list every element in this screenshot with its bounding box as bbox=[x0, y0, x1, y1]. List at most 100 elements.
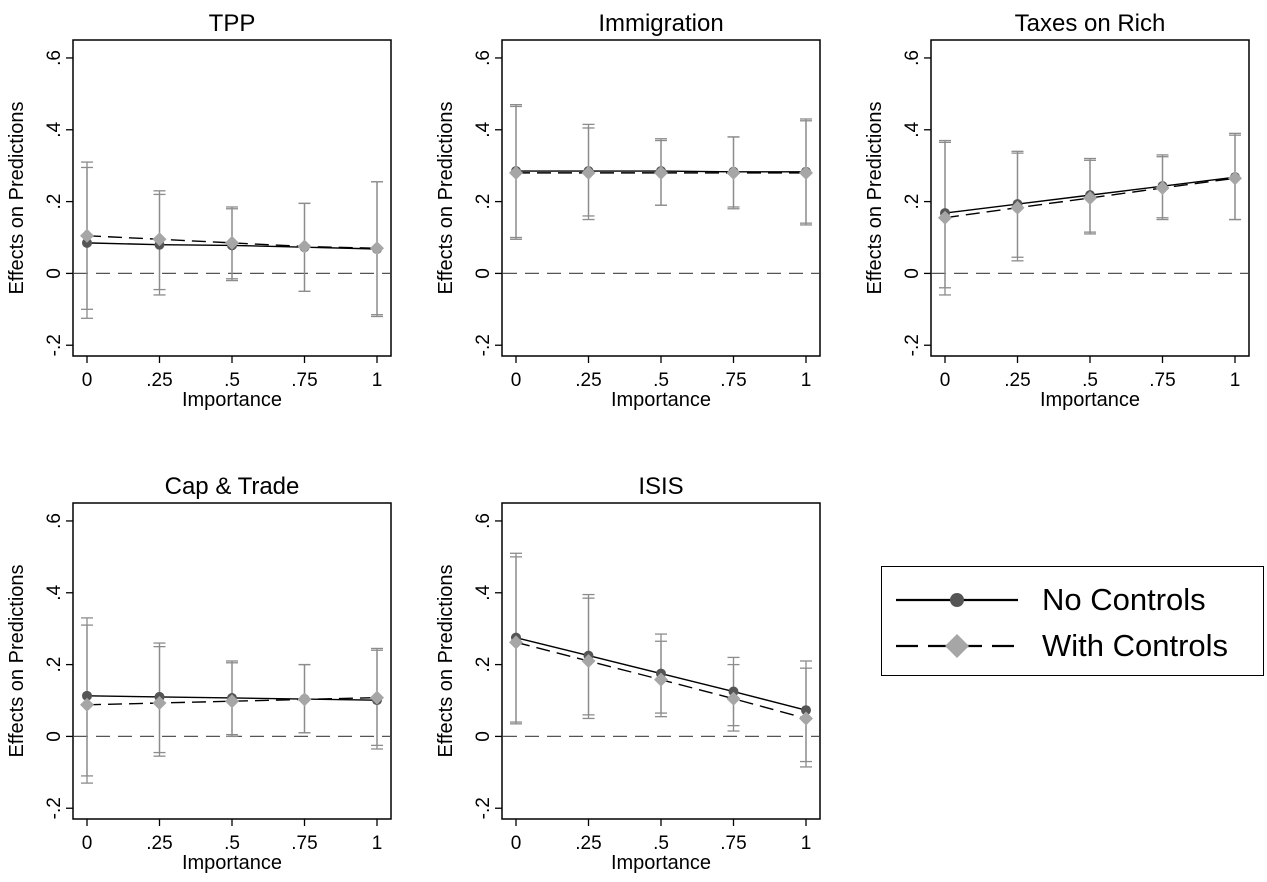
x-tick-label: .75 bbox=[291, 833, 317, 854]
y-tick-label: .6 bbox=[473, 513, 494, 529]
plot-frame bbox=[72, 39, 392, 357]
point-with-controls bbox=[152, 232, 167, 247]
point-with-controls bbox=[799, 165, 813, 180]
x-axis-label: Importance bbox=[182, 852, 282, 874]
point-with-controls bbox=[297, 692, 312, 707]
x-tick-label: 0 bbox=[82, 370, 93, 391]
point-with-controls bbox=[654, 672, 668, 687]
y-tick-label: -.2 bbox=[44, 797, 65, 819]
point-with-controls bbox=[1010, 200, 1025, 215]
point-with-controls bbox=[1155, 180, 1170, 195]
x-tick-label: .25 bbox=[146, 370, 172, 391]
point-no-controls bbox=[728, 686, 739, 697]
point-no-controls bbox=[801, 705, 811, 716]
y-axis-label: Effects on Predictions bbox=[435, 101, 457, 294]
x-tick-label: .25 bbox=[1004, 370, 1030, 391]
chart-title: TPP bbox=[209, 10, 256, 37]
x-tick-label: 0 bbox=[511, 833, 522, 854]
point-with-controls bbox=[509, 165, 523, 180]
point-with-controls bbox=[581, 654, 596, 668]
point-with-controls bbox=[1083, 191, 1097, 205]
x-tick-label: 1 bbox=[1230, 370, 1241, 391]
x-tick-label: 1 bbox=[372, 833, 383, 854]
point-no-controls bbox=[82, 690, 92, 701]
point-with-controls bbox=[225, 694, 239, 709]
point-with-controls bbox=[80, 697, 94, 712]
point-with-controls bbox=[370, 241, 384, 256]
panel-tpp: TPP -.2 0 .2 .4 .6 Effects on Predictions 0 .25.… bbox=[6, 10, 392, 411]
y-tick-label: .6 bbox=[44, 513, 65, 529]
x-tick-label: .5 bbox=[653, 370, 669, 391]
y-tick-label: .4 bbox=[44, 584, 65, 600]
panel-isis: ISIS -.2 0 .2 .4 .6 Effects on Predictions 0 .25… bbox=[435, 473, 821, 874]
x-tick-label: .75 bbox=[720, 370, 746, 391]
point-with-controls bbox=[938, 210, 952, 225]
y-axis-label: Effects on Predictions bbox=[435, 564, 457, 757]
legend-swatch-with-controls bbox=[896, 634, 1018, 658]
x-tick-label: 0 bbox=[82, 833, 93, 854]
y-tick-label: 0 bbox=[902, 268, 923, 279]
y-tick-label: 0 bbox=[473, 731, 494, 742]
x-tick-label: .5 bbox=[1082, 370, 1098, 391]
x-tick-label: 1 bbox=[372, 370, 383, 391]
y-tick-label: -.2 bbox=[902, 334, 923, 356]
legend-label-with-controls: With Controls bbox=[1042, 628, 1229, 663]
x-axis-label: Importance bbox=[611, 852, 711, 874]
series-line-with-controls bbox=[86, 235, 378, 249]
y-tick-label: .4 bbox=[44, 121, 65, 137]
point-with-controls bbox=[726, 691, 741, 706]
x-tick-label: .25 bbox=[575, 833, 601, 854]
y-axis-label: Effects on Predictions bbox=[864, 101, 886, 294]
y-tick-label: 0 bbox=[44, 731, 65, 742]
x-tick-label: .75 bbox=[291, 370, 317, 391]
y-tick-label: 0 bbox=[473, 268, 494, 279]
legend-label-no-controls: No Controls bbox=[1042, 582, 1206, 617]
point-with-controls bbox=[1228, 171, 1242, 186]
point-with-controls bbox=[152, 696, 167, 711]
y-tick-label: .4 bbox=[473, 584, 494, 600]
point-with-controls bbox=[654, 165, 668, 180]
point-with-controls bbox=[509, 635, 523, 650]
y-tick-label: -.2 bbox=[473, 797, 494, 819]
chart-title: Cap & Trade bbox=[165, 473, 300, 500]
x-tick-label: .5 bbox=[224, 833, 240, 854]
legend: No Controls With Controls bbox=[881, 566, 1264, 676]
point-with-controls bbox=[225, 235, 239, 250]
x-axis-label: Importance bbox=[182, 389, 282, 411]
x-tick-label: .5 bbox=[653, 833, 669, 854]
point-with-controls bbox=[80, 228, 94, 243]
x-tick-label: .5 bbox=[224, 370, 240, 391]
point-with-controls bbox=[581, 165, 596, 180]
panel-cap-trade: Cap & Trade -.2 0 .2 .4 .6 Effects on Predicti… bbox=[6, 473, 392, 874]
legend-item-no-controls: No Controls bbox=[882, 577, 1263, 623]
x-axis-label: Importance bbox=[611, 389, 711, 411]
legend-diamond-marker-icon bbox=[945, 634, 969, 658]
point-with-controls bbox=[370, 690, 384, 705]
point-with-controls bbox=[726, 165, 741, 180]
series-line-with-controls bbox=[944, 177, 1236, 219]
point-with-controls bbox=[799, 711, 813, 726]
y-tick-label: .4 bbox=[473, 121, 494, 137]
y-tick-label: -.2 bbox=[44, 334, 65, 356]
x-tick-label: 0 bbox=[511, 370, 522, 391]
y-tick-label: .2 bbox=[473, 657, 494, 673]
y-tick-label: -.2 bbox=[473, 334, 494, 356]
x-tick-label: .75 bbox=[720, 833, 746, 854]
x-tick-label: 1 bbox=[801, 833, 812, 854]
y-axis-label: Effects on Predictions bbox=[6, 101, 28, 294]
chart-title: ISIS bbox=[638, 473, 683, 500]
panel-taxes-on-rich: Taxes on Rich -.2 0 .2 .4 .6 Effects on Predic… bbox=[864, 10, 1250, 411]
y-axis-label: Effects on Predictions bbox=[6, 564, 28, 757]
y-tick-label: .6 bbox=[44, 50, 65, 66]
y-tick-label: .2 bbox=[473, 194, 494, 210]
series-line-with-controls bbox=[86, 696, 378, 706]
panel-immigration: Immigration -.2 0 .2 .4 .6 Effects on Predicti… bbox=[435, 10, 821, 411]
x-tick-label: .25 bbox=[146, 833, 172, 854]
y-tick-label: 0 bbox=[44, 268, 65, 279]
x-tick-label: 1 bbox=[801, 370, 812, 391]
point-with-controls bbox=[297, 239, 312, 254]
y-tick-label: .2 bbox=[902, 194, 923, 210]
x-tick-label: .75 bbox=[1149, 370, 1175, 391]
y-tick-label: .6 bbox=[473, 50, 494, 66]
